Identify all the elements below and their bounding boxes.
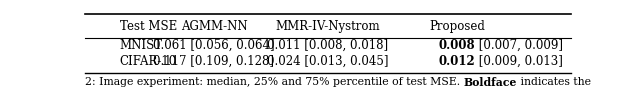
Text: MNIST: MNIST bbox=[120, 39, 163, 52]
Text: Boldface: Boldface bbox=[463, 77, 517, 88]
Text: AGMM-NN: AGMM-NN bbox=[180, 20, 247, 33]
Text: indicates the: indicates the bbox=[517, 77, 591, 87]
Text: 0.024 [0.013, 0.045]: 0.024 [0.013, 0.045] bbox=[268, 55, 388, 68]
Text: 2: Image experiment: median, 25% and 75% percentile of test MSE.: 2: Image experiment: median, 25% and 75%… bbox=[85, 77, 463, 87]
Text: 0.117 [0.109, 0.128]: 0.117 [0.109, 0.128] bbox=[154, 55, 275, 68]
Text: MMR-IV-Nystrom: MMR-IV-Nystrom bbox=[276, 20, 380, 33]
Text: 0.011 [0.008, 0.018]: 0.011 [0.008, 0.018] bbox=[268, 39, 388, 52]
Text: 0.008: 0.008 bbox=[438, 39, 476, 52]
Text: 0.012: 0.012 bbox=[438, 55, 476, 68]
Text: Proposed: Proposed bbox=[429, 20, 485, 33]
Text: CIFAR-10: CIFAR-10 bbox=[120, 55, 177, 68]
Text: [0.009, 0.013]: [0.009, 0.013] bbox=[476, 55, 563, 68]
Text: [0.007, 0.009]: [0.007, 0.009] bbox=[476, 39, 563, 52]
Text: Test MSE: Test MSE bbox=[120, 20, 177, 33]
Text: 0.061 [0.056, 0.064]: 0.061 [0.056, 0.064] bbox=[153, 39, 275, 52]
